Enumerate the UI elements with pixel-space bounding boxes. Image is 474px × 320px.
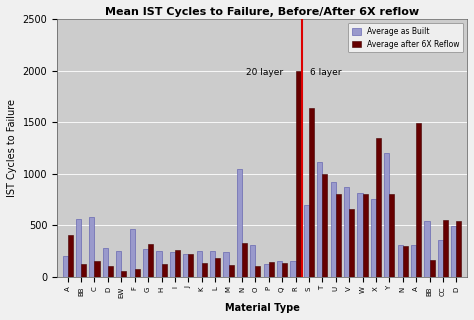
Bar bbox=[322, 173, 328, 276]
Bar bbox=[317, 162, 322, 276]
Bar bbox=[156, 251, 162, 276]
Bar bbox=[344, 187, 349, 276]
Bar bbox=[210, 251, 215, 276]
Bar bbox=[63, 256, 68, 276]
Bar bbox=[116, 251, 121, 276]
Bar bbox=[336, 194, 341, 276]
Bar bbox=[416, 123, 421, 276]
Bar bbox=[121, 271, 127, 276]
Legend: Average as Built, Average after 6X Reflow: Average as Built, Average after 6X Reflo… bbox=[348, 23, 463, 52]
Bar bbox=[188, 254, 193, 276]
Y-axis label: IST Cycles to Failure: IST Cycles to Failure bbox=[7, 99, 17, 197]
Bar bbox=[398, 244, 403, 276]
Bar bbox=[363, 194, 368, 276]
Bar bbox=[250, 244, 255, 276]
Bar bbox=[424, 221, 429, 276]
Bar bbox=[291, 261, 295, 276]
Bar bbox=[143, 249, 148, 276]
Bar bbox=[148, 244, 153, 276]
Bar bbox=[277, 261, 282, 276]
Bar bbox=[304, 205, 309, 276]
Bar bbox=[389, 194, 394, 276]
Bar bbox=[197, 251, 202, 276]
Bar bbox=[76, 219, 81, 276]
Bar bbox=[183, 254, 188, 276]
Bar bbox=[228, 265, 234, 276]
Bar bbox=[68, 235, 73, 276]
Bar bbox=[371, 199, 376, 276]
Bar bbox=[255, 266, 260, 276]
Bar bbox=[170, 252, 175, 276]
Bar bbox=[309, 108, 314, 276]
Bar bbox=[429, 260, 435, 276]
Text: 20 layer: 20 layer bbox=[246, 68, 283, 77]
Bar bbox=[295, 71, 301, 276]
Bar bbox=[223, 252, 228, 276]
Bar bbox=[269, 262, 274, 276]
Bar bbox=[349, 209, 354, 276]
Bar bbox=[384, 153, 389, 276]
Bar bbox=[331, 182, 336, 276]
Bar bbox=[162, 264, 166, 276]
Bar bbox=[129, 229, 135, 276]
Bar bbox=[81, 264, 86, 276]
Bar bbox=[202, 263, 207, 276]
X-axis label: Material Type: Material Type bbox=[225, 303, 300, 313]
Bar bbox=[282, 263, 287, 276]
Bar bbox=[438, 241, 443, 276]
Bar bbox=[103, 248, 108, 276]
Bar bbox=[237, 170, 242, 276]
Bar bbox=[215, 258, 220, 276]
Bar bbox=[242, 243, 247, 276]
Bar bbox=[456, 221, 461, 276]
Bar bbox=[108, 266, 113, 276]
Bar bbox=[411, 244, 416, 276]
Bar bbox=[403, 246, 408, 276]
Bar bbox=[451, 226, 456, 276]
Bar bbox=[90, 217, 94, 276]
Bar bbox=[264, 264, 269, 276]
Bar bbox=[94, 261, 100, 276]
Bar bbox=[135, 269, 140, 276]
Bar bbox=[376, 138, 381, 276]
Bar bbox=[357, 193, 363, 276]
Bar bbox=[443, 220, 448, 276]
Text: 6 layer: 6 layer bbox=[310, 68, 342, 77]
Title: Mean IST Cycles to Failure, Before/After 6X reflow: Mean IST Cycles to Failure, Before/After… bbox=[105, 7, 419, 17]
Bar bbox=[175, 250, 180, 276]
